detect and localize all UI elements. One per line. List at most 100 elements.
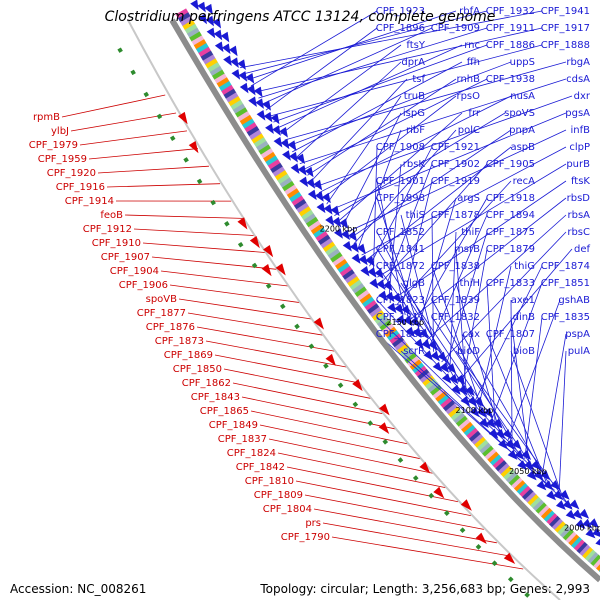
cog-band-segment [325,245,339,257]
cog-band-segment [362,296,375,308]
gene-guide-line [313,508,497,544]
gene-guide-line [232,382,384,415]
forward-gene-arrow [588,518,600,528]
forward-gene-arrow [321,192,331,204]
gene-guide-line [142,242,266,253]
gene-label-CPF_1904: CPF_1904 [110,266,159,277]
cog-band-segment [272,166,286,178]
forward-gene-arrow [214,41,224,53]
forward-gene-arrow [230,57,239,68]
rna-mark [308,343,315,350]
cog-band-segment [514,480,527,493]
gene-guide-line [239,10,543,69]
gene-guide-line [384,163,433,289]
gene-label-CPF_1912: CPF_1912 [83,224,132,235]
gene-label-rpsO: rpsO [456,91,480,102]
gene-guide-line [353,129,457,245]
forward-gene-arrow [205,15,214,27]
forward-gene-arrow [410,316,420,328]
gene-guide-line [393,180,567,300]
gene-label-spoVS: spoVS [504,108,535,119]
cog-band-segment [232,103,246,115]
cog-band-segment [189,31,203,42]
forward-strand-arrows [190,0,600,548]
gene-label-pulA: pulA [568,346,590,357]
forward-gene-arrow [316,202,326,214]
cog-band-segment [593,557,600,570]
gene-label-msrB: msrB [454,244,480,255]
accession-text: Accession: NC_008261 [10,582,147,596]
forward-gene-arrow [306,178,316,189]
reverse-gene-arrow [313,317,324,330]
reverse-gene-arrow [263,245,274,258]
cog-band-segment [284,184,298,196]
forward-gene-arrow [333,228,343,239]
gene-label-cdsA: cdsA [566,74,590,85]
cog-band-segment [573,539,586,552]
cog-band-segment [260,148,274,159]
cog-band-segment [482,445,495,458]
forward-gene-arrow [495,428,506,439]
gene-guide-line [247,10,457,81]
cog-band-segment [246,126,260,137]
cog-band-segment [335,259,348,271]
cog-band-segment [186,27,200,39]
gene-guide-line [254,27,543,93]
forward-gene-arrow [197,1,206,13]
gene-label-CPF_1917: CPF_1917 [541,23,590,34]
cog-band-segment [359,293,373,305]
cog-band-segment [291,195,305,207]
gene-label-bioD: bioD [457,346,480,357]
gene-guide-line [416,197,457,331]
forward-gene-arrow [265,123,274,135]
gene-guide-line [558,350,567,495]
cog-band-segment [402,349,415,362]
cog-band-segment [522,488,535,501]
cog-band-segment [532,499,545,512]
gene-label-CPF_1809: CPF_1809 [254,490,303,501]
gene-guide-line [169,284,300,303]
gene-guide-line [133,228,254,236]
rna-mark [143,91,149,98]
forward-gene-arrow [356,243,366,255]
cog-band-segment [524,491,537,504]
forward-gene-arrow [498,439,508,450]
gene-label-CPF_1914: CPF_1914 [65,196,114,207]
cog-band-segment [377,316,390,329]
gene-label-CPF_1875: CPF_1875 [486,227,535,238]
gene-guide-line [331,536,524,570]
gene-guide-line [61,94,166,118]
forward-gene-arrow [505,439,515,450]
reverse-gene-arrow [177,111,188,125]
gene-label-CPF_1874: CPF_1874 [541,261,590,272]
gene-guide-line [400,350,573,508]
forward-gene-arrow [221,43,231,55]
rna-feature-marks [117,47,531,598]
cog-band-segment [244,122,258,133]
forward-gene-arrow [507,449,518,460]
rna-mark [237,241,244,248]
gene-label-CPF_1842: CPF_1842 [236,462,285,473]
cog-band-segment [530,496,543,509]
cog-band-segment [205,58,219,69]
gene-label-CPF_1979: CPF_1979 [29,140,78,151]
rna-mark [337,382,344,389]
forward-gene-arrow [296,153,305,165]
cog-band-segment [279,177,293,189]
gene-guide-line [369,146,433,267]
gene-label-CPF_1837: CPF_1837 [218,434,267,445]
forward-gene-arrow [572,509,583,520]
forward-gene-arrow [582,518,593,529]
rna-mark [265,283,272,289]
forward-gene-arrow [351,253,361,265]
gene-label-CPF_1909: CPF_1909 [431,23,480,34]
gene-label-CPF_1869: CPF_1869 [164,350,213,361]
gene-label-ftsY: ftsY [406,40,425,51]
gene-label-rpmB: rpmB [33,112,60,123]
reverse-gene-arrow [261,264,272,277]
gene-guide-line [259,424,421,460]
gene-label-CPF_1873: CPF_1873 [155,336,204,347]
gene-guide-line [106,183,221,188]
gene-guide-line [445,231,488,368]
forward-gene-arrow [360,266,370,277]
